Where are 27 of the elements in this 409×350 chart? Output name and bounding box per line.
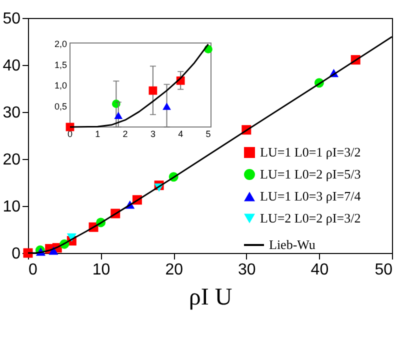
x-tick-label: 50 — [374, 262, 393, 278]
x-tick-label: 1 — [95, 129, 100, 139]
y-tick-label: 40 — [2, 58, 21, 74]
y-tick-label: 30 — [2, 104, 21, 122]
x-tick-label: 30 — [238, 262, 256, 278]
y-tick-label: 1,5 — [54, 60, 67, 70]
x-tick-label: 0 — [28, 262, 38, 278]
y-tick-label: 1,0 — [54, 80, 67, 91]
x-tick-label: 3 — [150, 129, 156, 139]
y-tick-label: 10 — [2, 198, 21, 216]
x-tick-label: 10 — [92, 262, 110, 278]
legend-label: LU=2 L0=2 ρI=3/2 — [260, 210, 361, 226]
x-tick-label: 40 — [310, 262, 329, 278]
x-tick-label: 20 — [165, 262, 184, 278]
y-tick-label: 2,0 — [54, 39, 67, 50]
x-tick-label: 5 — [206, 129, 211, 139]
x-tick-label: 2 — [122, 129, 128, 139]
legend-label: Lieb-Wu — [269, 237, 316, 252]
y-tick-label: 50 — [2, 10, 21, 28]
legend-label: LU=1 L0=2 ρI=5/3 — [260, 166, 361, 182]
x-axis-title: ρI U — [188, 284, 232, 310]
x-tick-label: 4 — [178, 129, 184, 139]
legend-label: LU=1 L0=1 ρI=3/2 — [260, 144, 361, 160]
y-tick-label: 20 — [2, 152, 21, 168]
y-tick-label: 0 — [12, 246, 21, 262]
legend-label: LU=1 L0=3 ρI=7/4 — [260, 188, 362, 204]
y-tick-label: 0,5 — [54, 101, 67, 112]
